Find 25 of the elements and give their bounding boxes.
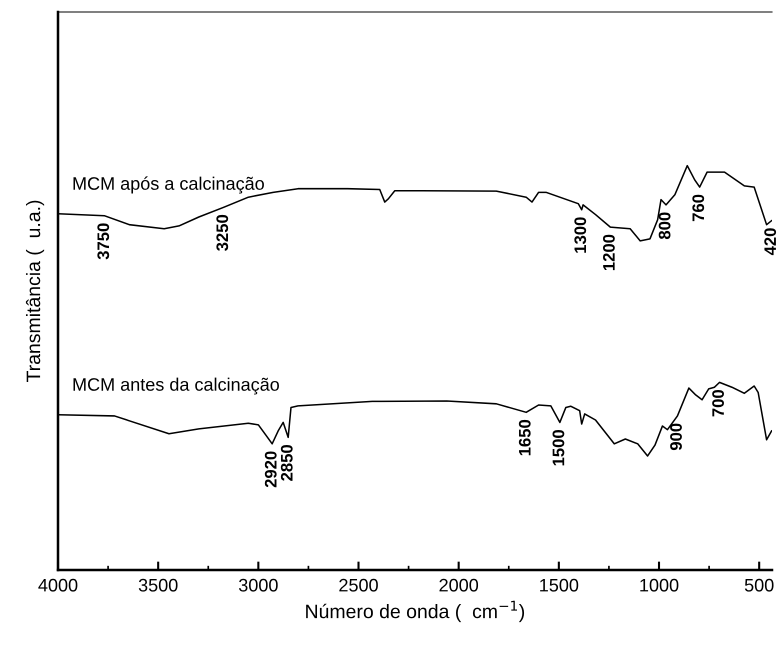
annotation: 760	[692, 194, 704, 222]
annotation: 1300	[574, 217, 586, 253]
x-tick-label: 500	[744, 578, 774, 592]
annotation: 900	[670, 424, 682, 450]
annotation: 800	[658, 212, 670, 240]
x-tick-label: 2500	[339, 578, 378, 592]
x-tick-label: 1000	[640, 578, 678, 592]
annotation: 420	[764, 228, 776, 256]
annotation: 1650	[518, 420, 531, 456]
annotation: 1500	[552, 430, 564, 466]
series-label: MCM antes da calcinação	[74, 378, 279, 395]
annotation: 700	[712, 390, 724, 416]
x-tick-label: 4000	[38, 578, 78, 592]
x-tick-label: 1500	[540, 578, 578, 592]
annotation: 3250	[216, 214, 228, 251]
series-label: MCM após a calcinação	[74, 176, 264, 194]
annotation: 2920	[264, 451, 277, 488]
annotation: 1200	[603, 234, 615, 270]
x-tick-label: 3000	[238, 578, 278, 592]
x-tick-label: 2000	[440, 578, 478, 592]
annotation: 2850	[280, 445, 293, 481]
annotation: 3750	[97, 223, 110, 260]
y-axis-title: Transmitância ( u.a.)	[26, 200, 44, 382]
x-axis-title: Número de onda ( cm$^{−1}$)	[306, 600, 524, 622]
x-tick-label: 3500	[138, 578, 178, 592]
